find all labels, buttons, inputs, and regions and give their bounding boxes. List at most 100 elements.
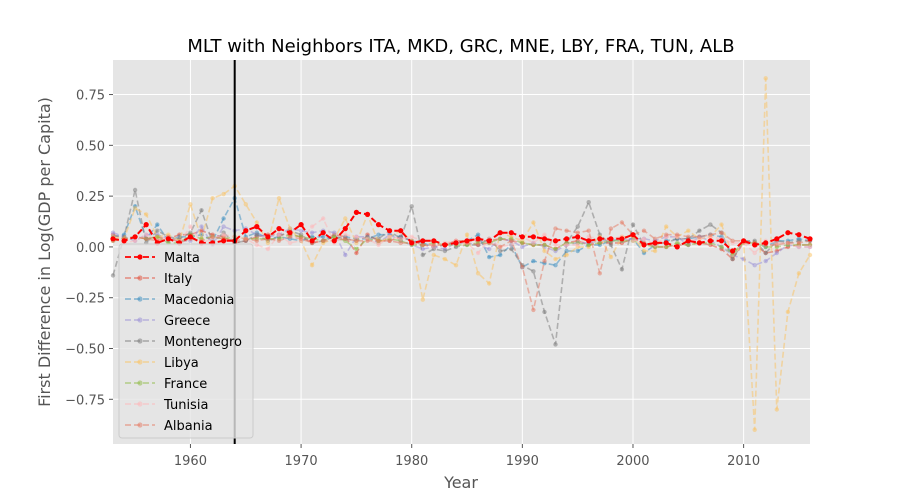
- data-point-albania: [785, 240, 791, 246]
- data-point-malta: [785, 230, 791, 236]
- data-point-malta: [287, 230, 293, 236]
- data-point-albania: [641, 228, 647, 233]
- data-point-malta: [121, 238, 127, 244]
- data-point-tunisia: [531, 240, 536, 246]
- data-point-tunisia: [796, 244, 802, 250]
- data-point-montenegro: [155, 228, 160, 233]
- data-point-tunisia: [144, 232, 149, 237]
- data-point-malta: [409, 240, 415, 246]
- data-point-tunisia: [343, 232, 348, 237]
- data-point-france: [520, 240, 525, 246]
- data-point-malta: [309, 238, 315, 244]
- data-point-montenegro: [132, 187, 138, 193]
- data-point-albania: [652, 236, 658, 241]
- data-point-albania: [730, 238, 735, 243]
- data-point-malta: [630, 232, 636, 238]
- y-tick-label: 0.00: [76, 241, 105, 256]
- data-point-greece: [199, 224, 204, 229]
- data-point-tunisia: [387, 234, 392, 239]
- data-point-tunisia: [641, 236, 647, 241]
- data-point-macedonia: [376, 232, 381, 237]
- data-point-malta: [685, 238, 691, 244]
- data-point-malta: [774, 236, 780, 242]
- legend-swatch-marker-albania: [137, 422, 143, 428]
- data-point-montenegro: [531, 269, 536, 274]
- legend-label-malta: Malta: [164, 251, 200, 266]
- data-point-libya: [763, 76, 768, 81]
- x-axis-label: Year: [443, 473, 478, 492]
- data-point-malta: [552, 238, 559, 244]
- data-point-albania: [376, 238, 381, 243]
- data-point-tunisia: [752, 250, 757, 256]
- data-point-malta: [298, 222, 304, 228]
- data-point-albania: [686, 234, 691, 239]
- y-tick-label: 0.50: [76, 139, 105, 154]
- data-point-malta: [652, 240, 658, 246]
- data-point-albania: [586, 228, 591, 233]
- data-point-libya: [243, 202, 248, 207]
- data-point-malta: [398, 228, 404, 234]
- x-tick-label: 1980: [395, 454, 428, 469]
- data-point-libya: [221, 191, 226, 197]
- data-point-malta: [221, 238, 227, 244]
- x-tick-label: 2010: [727, 454, 760, 469]
- legend-label-tunisia: Tunisia: [163, 398, 208, 413]
- data-point-macedonia: [221, 216, 226, 221]
- data-point-montenegro: [619, 267, 625, 272]
- data-point-montenegro: [509, 246, 514, 252]
- data-point-libya: [453, 263, 459, 268]
- data-point-albania: [144, 236, 149, 241]
- legend-swatch-marker-macedonia: [137, 296, 143, 302]
- x-tick-label: 2000: [616, 454, 649, 469]
- data-point-malta: [564, 236, 570, 242]
- data-point-tunisia: [188, 224, 193, 229]
- legend-swatch-marker-tunisia: [137, 401, 143, 407]
- data-point-tunisia: [376, 242, 381, 248]
- data-point-malta: [187, 234, 193, 240]
- data-point-montenegro: [608, 242, 614, 248]
- data-point-macedonia: [498, 252, 503, 258]
- data-point-malta: [730, 248, 736, 254]
- data-point-montenegro: [442, 248, 448, 254]
- legend-swatch-marker-italy: [137, 275, 143, 281]
- data-point-libya: [188, 202, 193, 207]
- series-line-malta: [112, 211, 811, 253]
- series-lines: [110, 76, 813, 432]
- data-point-malta: [497, 230, 503, 236]
- data-point-albania: [321, 238, 326, 243]
- data-point-malta: [641, 242, 647, 248]
- data-point-france: [553, 246, 558, 252]
- data-point-albania: [553, 226, 558, 231]
- data-point-albania: [719, 230, 724, 235]
- data-point-greece: [332, 230, 337, 235]
- data-point-tunisia: [509, 242, 514, 248]
- data-point-libya: [796, 271, 802, 276]
- data-point-albania: [619, 220, 625, 225]
- data-point-montenegro: [697, 228, 702, 233]
- data-point-libya: [641, 248, 647, 254]
- data-point-greece: [487, 246, 492, 252]
- legend-label-macedonia: Macedonia: [164, 293, 234, 308]
- data-point-malta: [718, 238, 725, 244]
- data-point-libya: [343, 216, 348, 221]
- data-point-malta: [375, 222, 382, 228]
- data-point-libya: [132, 206, 138, 211]
- data-point-albania: [542, 258, 547, 264]
- data-point-tunisia: [287, 240, 293, 246]
- data-point-malta: [807, 236, 813, 242]
- legend-box: [118, 243, 254, 439]
- data-point-france: [597, 240, 602, 246]
- chart-title: MLT with Neighbors ITA, MKD, GRC, MNE, L…: [187, 36, 734, 57]
- data-point-tunisia: [807, 244, 813, 250]
- data-point-france: [719, 244, 724, 250]
- data-point-greece: [774, 250, 779, 256]
- data-point-albania: [796, 240, 802, 246]
- data-point-tunisia: [542, 232, 547, 237]
- data-point-albania: [697, 234, 702, 239]
- legend-label-montenegro: Montenegro: [164, 335, 242, 350]
- data-point-libya: [420, 297, 425, 302]
- legend-label-greece: Greece: [164, 314, 210, 329]
- data-point-malta: [796, 232, 802, 238]
- data-point-macedonia: [155, 222, 160, 227]
